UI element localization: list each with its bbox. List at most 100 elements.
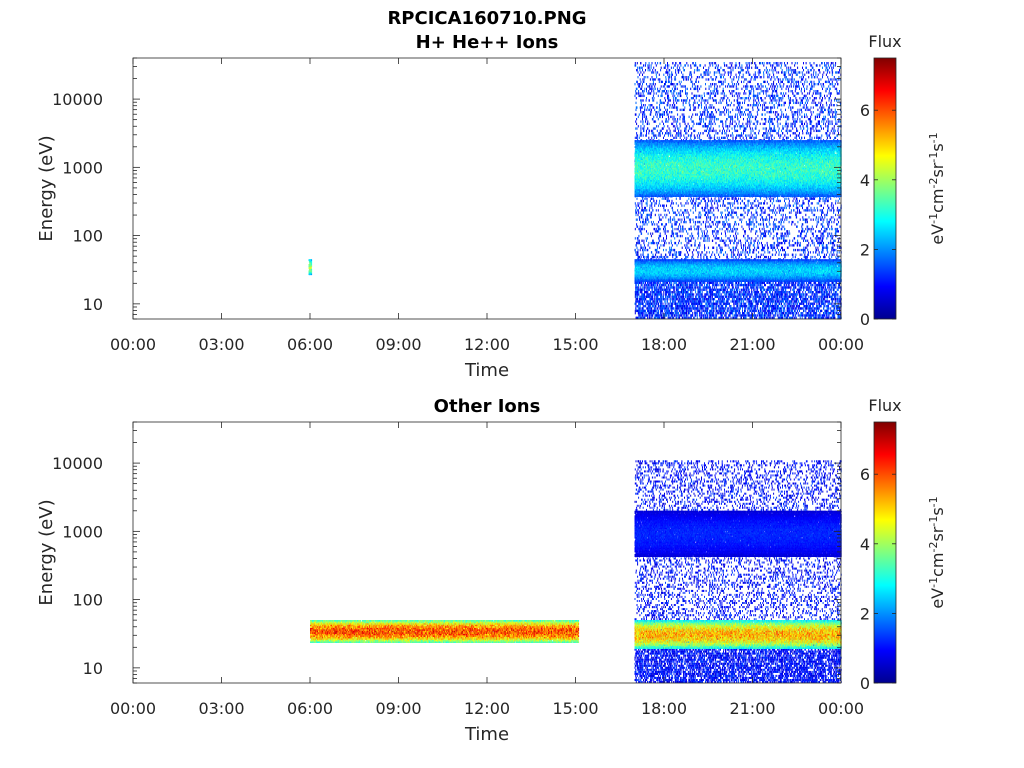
heatmap-cell	[640, 307, 641, 309]
heatmap-cell	[637, 300, 638, 302]
heatmap-cell	[636, 296, 637, 298]
heatmap-cell	[640, 230, 641, 232]
heatmap-cell	[640, 109, 641, 111]
heatmap-cell	[636, 289, 637, 291]
heatmap-cell	[640, 254, 641, 256]
heatmap-cell	[636, 97, 637, 99]
heatmap-cell	[311, 259, 312, 261]
heatmap-cell	[640, 81, 641, 83]
heatmap-cell	[636, 207, 637, 209]
heatmap-cell	[635, 64, 636, 66]
heatmap-cell	[636, 109, 637, 111]
heatmap-cell	[635, 62, 636, 64]
heatmap-cell	[641, 310, 642, 312]
heatmap-cell	[639, 216, 640, 218]
heatmap-cell	[640, 99, 641, 101]
heatmap-cell	[639, 256, 640, 258]
heatmap-cell	[639, 282, 640, 284]
heatmap-cell	[636, 286, 637, 288]
heatmap-cell	[635, 212, 636, 214]
heatmap-cell	[635, 300, 636, 302]
heatmap-cell	[311, 261, 312, 263]
heatmap-cell	[637, 88, 638, 90]
heatmap-cell	[636, 92, 637, 94]
heatmap-cell	[635, 137, 636, 139]
heatmap-cell	[637, 242, 638, 244]
heatmap-cell	[637, 226, 638, 228]
heatmap-cell	[640, 88, 641, 90]
heatmap-cell	[636, 219, 637, 221]
heatmap-cell	[635, 303, 636, 305]
heatmap-cell	[637, 67, 638, 69]
heatmap-cell	[640, 244, 641, 246]
heatmap-cell	[637, 69, 638, 71]
figure: RPCICA160710.PNG H+ He++ Ions00:00 03:00 0…	[0, 0, 1024, 768]
heatmap-cell	[639, 289, 640, 291]
panel-title: H+ He++ Ions	[416, 32, 559, 53]
heatmap-cell	[635, 120, 636, 122]
heatmap-cell	[637, 198, 638, 200]
heatmap-cell	[641, 289, 642, 291]
heatmap-cell	[641, 256, 642, 258]
heatmap-cell	[640, 226, 641, 228]
heatmap-cell	[311, 266, 312, 268]
heatmap-cell	[641, 303, 642, 305]
heatmap-cell	[635, 237, 636, 239]
heatmap-cell	[635, 251, 636, 253]
heatmap-cell	[640, 249, 641, 251]
heatmap-cell	[641, 282, 642, 284]
heatmap-cell	[640, 111, 641, 113]
heatmap-cell	[637, 106, 638, 108]
heatmap-cell	[641, 95, 642, 97]
heatmap-cell	[641, 296, 642, 298]
heatmap-cell	[640, 83, 641, 85]
heatmap-cell	[640, 120, 641, 122]
heatmap-cell	[638, 212, 639, 214]
heatmap-cell	[641, 214, 642, 216]
heatmap-cell	[641, 216, 642, 218]
heatmap-cell	[637, 298, 638, 300]
heatmap-cell	[639, 113, 640, 115]
heatmap-cell	[637, 289, 638, 291]
heatmap-cell	[635, 249, 636, 251]
heatmap-cell	[636, 303, 637, 305]
heatmap-cell	[640, 314, 641, 316]
heatmap-cell	[641, 132, 642, 134]
heatmap-cell	[641, 104, 642, 106]
heatmap-cell	[640, 300, 641, 302]
heatmap-cell	[637, 247, 638, 249]
figure-title: RPCICA160710.PNG	[387, 8, 586, 29]
heatmap-cell	[638, 249, 639, 251]
heatmap-cell	[637, 127, 638, 129]
heatmap-cells	[309, 62, 842, 319]
heatmap-cell	[640, 127, 641, 129]
heatmap-cell	[638, 251, 639, 253]
heatmap-cell	[311, 269, 312, 271]
heatmap-cell	[641, 88, 642, 90]
heatmap-cell	[638, 92, 639, 94]
heatmap-cell	[636, 254, 637, 256]
heatmap-cell	[638, 282, 639, 284]
panel-1: H+ He++ Ions00:00 03:00 06:00 09:00 12:00 15:…	[36, 32, 947, 381]
heatmap-cell	[640, 305, 641, 307]
heatmap-cell	[640, 132, 641, 134]
heatmap-cell	[641, 67, 642, 69]
heatmap-cell	[638, 291, 639, 293]
heatmap-cell	[638, 90, 639, 92]
heatmap-cell	[638, 205, 639, 207]
heatmap-cell	[639, 69, 640, 71]
heatmap-cell	[640, 92, 641, 94]
heatmap-cell	[638, 83, 639, 85]
heatmap-cell	[638, 235, 639, 237]
heatmap-cell	[638, 116, 639, 118]
heatmap-cell	[641, 284, 642, 286]
heatmap-cell	[640, 130, 641, 132]
heatmap-cell	[638, 237, 639, 239]
heatmap-cell	[637, 291, 638, 293]
heatmap-cell	[636, 214, 637, 216]
heatmap-cell	[640, 78, 641, 80]
heatmap-cell	[638, 293, 639, 295]
heatmap-cell	[635, 90, 636, 92]
heatmap-cell	[636, 223, 637, 225]
heatmap-cell	[638, 71, 639, 73]
